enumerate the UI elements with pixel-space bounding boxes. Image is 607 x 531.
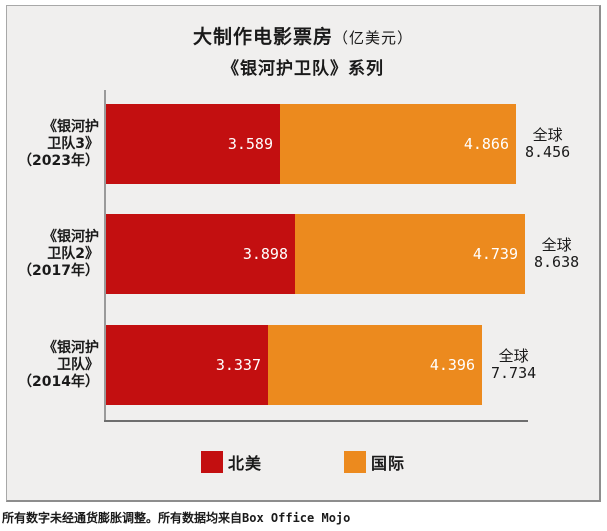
segment-value: 4.866 <box>463 135 509 153</box>
total-label: 全球 <box>498 347 529 365</box>
legend-label: 国际 <box>371 454 406 473</box>
total-annotation: 全球 8.638 <box>534 214 579 294</box>
bar-row-gotg1: 《银河护 卫队》 （2014年） 3.337 4.396 全球 7.734 <box>7 325 599 405</box>
bar-segment-international: 4.866 <box>280 104 516 184</box>
chart-subtitle: 《银河护卫队》系列 <box>222 59 384 79</box>
total-value: 8.456 <box>525 143 571 161</box>
segment-value: 4.396 <box>429 356 475 374</box>
segment-value: 4.739 <box>472 245 518 263</box>
legend-label: 北美 <box>227 454 262 473</box>
legend-swatch-orange <box>344 451 366 473</box>
total-label: 全球 <box>532 126 563 144</box>
stacked-bar: 3.898 4.739 全球 8.638 <box>106 214 579 294</box>
legend-item-international: 国际 <box>344 450 405 474</box>
bar-row-gotg3: 《银河护 卫队3》 （2023年） 3.589 4.866 全球 8.456 <box>7 104 599 184</box>
x-axis-line <box>104 420 528 422</box>
y-axis-line <box>104 90 106 422</box>
segment-value: 3.337 <box>215 356 261 374</box>
segment-value: 3.898 <box>242 245 288 263</box>
stacked-bar: 3.589 4.866 全球 8.456 <box>106 104 570 184</box>
category-label: 《银河护 卫队3》 （2023年） <box>18 118 99 169</box>
category-label: 《银河护 卫队》 （2014年） <box>18 339 99 390</box>
chart-header: 大制作电影票房（亿美元） 《银河护卫队》系列 <box>7 22 599 79</box>
bar-segment-north-america: 3.589 <box>106 104 280 184</box>
chart-panel: 大制作电影票房（亿美元） 《银河护卫队》系列 《银河护 卫队3》 （2023年）… <box>6 5 601 502</box>
bar-segment-international: 4.396 <box>268 325 482 405</box>
legend-item-north-america: 北美 <box>200 450 262 474</box>
segment-value: 3.589 <box>227 135 273 153</box>
footnote: 所有数字未经通货膨胀调整。所有数据均来自Box Office Mojo <box>2 511 351 525</box>
legend: 北美 国际 <box>7 450 599 474</box>
title-line: 大制作电影票房（亿美元） <box>7 22 599 49</box>
total-value: 7.734 <box>491 364 537 382</box>
bar-segment-north-america: 3.337 <box>106 325 268 405</box>
legend-swatch-red <box>200 451 223 473</box>
bar-row-gotg2: 《银河护 卫队2》 （2017年） 3.898 4.739 全球 8.638 <box>7 214 599 294</box>
chart-title: 大制作电影票房 <box>192 26 333 48</box>
total-annotation: 全球 8.456 <box>525 104 570 184</box>
category-label: 《银河护 卫队2》 （2017年） <box>18 228 99 279</box>
total-value: 8.638 <box>534 253 580 271</box>
chart-title-unit: （亿美元） <box>333 29 414 47</box>
total-label: 全球 <box>541 236 572 254</box>
total-annotation: 全球 7.734 <box>491 325 536 405</box>
bar-segment-international: 4.739 <box>295 214 525 294</box>
stacked-bar: 3.337 4.396 全球 7.734 <box>106 325 536 405</box>
bar-segment-north-america: 3.898 <box>106 214 295 294</box>
